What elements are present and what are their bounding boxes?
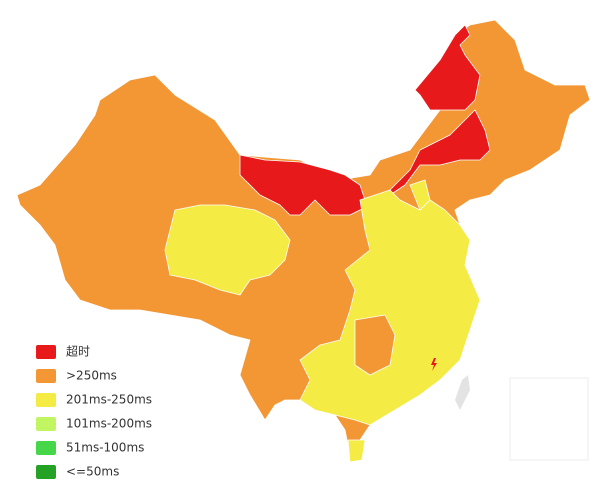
legend-item[interactable]: 101ms-200ms: [36, 417, 152, 432]
region-yellow: [409, 179, 431, 211]
legend-swatch: [36, 393, 56, 407]
region-yellow: [299, 189, 481, 426]
region-yellow: [164, 204, 291, 296]
region-orange: [354, 314, 396, 376]
marker-icon: [431, 358, 437, 371]
hainan: [347, 439, 366, 463]
legend-item[interactable]: 201ms-250ms: [36, 393, 152, 408]
legend-item[interactable]: <=50ms: [36, 465, 119, 480]
legend-label: 51ms-100ms: [66, 441, 144, 455]
legend-swatch: [36, 417, 56, 431]
south-china-sea-box: [509, 377, 589, 461]
legend-label: 超时: [66, 344, 90, 359]
taiwan: [455, 375, 470, 410]
legend-swatch: [36, 465, 56, 479]
legend-swatch: [36, 441, 56, 455]
region-red: [414, 24, 481, 111]
legend-label: <=50ms: [66, 465, 119, 479]
legend-swatch: [36, 345, 56, 359]
legend-item[interactable]: >250ms: [36, 369, 117, 384]
legend: 超时 >250ms 201ms-250ms 101ms-200ms 51ms-100ms…: [36, 344, 152, 480]
legend-label: 201ms-250ms: [66, 393, 152, 407]
legend-swatch: [36, 369, 56, 383]
china-map: [16, 19, 591, 463]
legend-item[interactable]: 51ms-100ms: [36, 441, 144, 456]
region-red: [239, 109, 491, 216]
region-orange: [16, 19, 591, 456]
legend-item[interactable]: 超时: [36, 344, 90, 360]
legend-label: 101ms-200ms: [66, 417, 152, 431]
legend-label: >250ms: [66, 369, 117, 383]
